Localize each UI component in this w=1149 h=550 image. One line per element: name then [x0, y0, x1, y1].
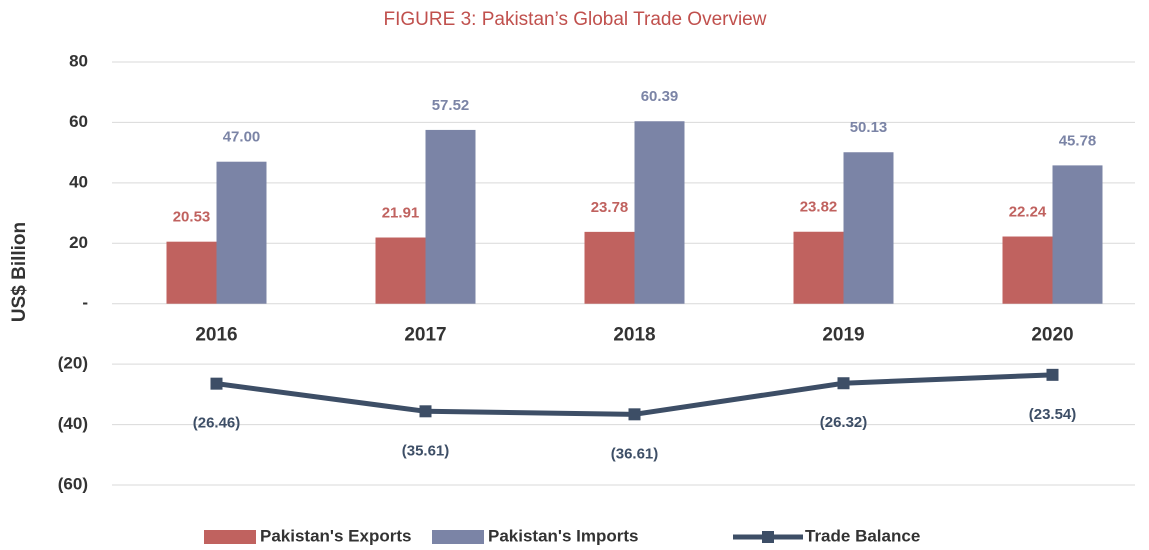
bar	[634, 121, 685, 304]
chart-title: FIGURE 3: Pakistan’s Global Trade Overvi…	[384, 9, 767, 30]
y-tick-label: (20)	[58, 354, 88, 373]
bar	[584, 231, 635, 304]
y-tick-label: -	[82, 293, 88, 312]
bar	[1052, 165, 1103, 304]
y-tick-label: 20	[69, 233, 88, 252]
marker	[628, 408, 641, 421]
data-label: (35.61)	[402, 442, 450, 459]
y-axis-label: US$ Billion	[9, 222, 30, 322]
legend-swatch	[204, 530, 256, 544]
legend-swatch	[432, 530, 484, 544]
bar	[793, 231, 844, 304]
data-label: (26.46)	[193, 415, 241, 432]
marker	[210, 377, 223, 390]
data-label: 21.91	[382, 204, 420, 221]
data-label: (23.54)	[1029, 406, 1077, 423]
legend-label: Pakistan's Imports	[488, 526, 639, 545]
y-tick-label: (40)	[58, 414, 88, 433]
y-tick-label: 40	[69, 172, 88, 191]
data-label: 60.39	[641, 88, 679, 105]
legend-label: Trade Balance	[805, 526, 920, 545]
x-tick-label: 2017	[404, 325, 446, 346]
x-tick-label: 2016	[195, 325, 237, 346]
legend-swatch	[762, 531, 774, 543]
bar	[216, 161, 267, 304]
bar	[166, 241, 217, 304]
marker	[1046, 368, 1059, 381]
data-label: (36.61)	[611, 445, 659, 462]
marker	[837, 377, 850, 390]
y-tick-label: (60)	[58, 474, 88, 493]
data-label: 45.78	[1059, 132, 1097, 149]
legend-label: Pakistan's Exports	[260, 526, 411, 545]
y-tick-label: 60	[69, 112, 88, 131]
x-tick-label: 2020	[1031, 325, 1073, 346]
data-label: 22.24	[1009, 203, 1047, 220]
data-label: 57.52	[432, 97, 470, 114]
data-label: 20.53	[173, 209, 211, 226]
data-label: 47.00	[223, 129, 261, 146]
bar	[1002, 236, 1053, 304]
x-tick-label: 2018	[613, 325, 655, 346]
bar	[843, 152, 894, 304]
bar	[375, 237, 426, 304]
y-tick-label: 80	[69, 51, 88, 70]
x-tick-label: 2019	[822, 325, 864, 346]
data-label: 50.13	[850, 119, 888, 136]
bar	[425, 129, 476, 304]
data-label: (26.32)	[820, 414, 868, 431]
marker	[419, 405, 432, 418]
data-label: 23.78	[591, 199, 629, 216]
data-label: 23.82	[800, 199, 838, 216]
